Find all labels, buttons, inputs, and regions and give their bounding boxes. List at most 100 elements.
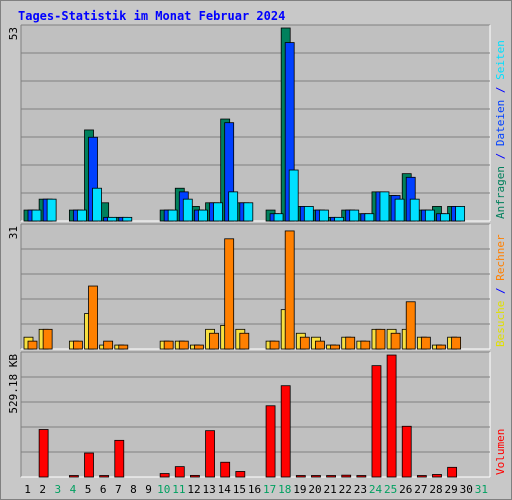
bar-visits-rechner-day-25 xyxy=(390,332,401,350)
bar-volume-volumen-day-29 xyxy=(447,466,458,478)
bar-volume-volumen-day-5 xyxy=(84,452,94,478)
bar-requests-seiten-day-22 xyxy=(349,209,360,222)
x-tick-label-day-22: 22 xyxy=(339,483,352,496)
bar-requests-seiten-day-24 xyxy=(379,191,390,222)
bar-requests-seiten-day-7 xyxy=(122,216,133,222)
x-tick-label-day-14: 14 xyxy=(218,483,232,496)
bar-volume-volumen-day-12 xyxy=(190,474,200,478)
bar-visits-rechner-day-2 xyxy=(42,328,53,350)
bar-volume-volumen-day-24 xyxy=(371,365,382,478)
x-tick-label-day-7: 7 xyxy=(115,483,122,496)
x-tick-label-day-19: 19 xyxy=(293,483,306,496)
legend-entry-separator: / xyxy=(494,87,507,100)
legend-entry-separator: / xyxy=(494,153,507,166)
bar-visits-rechner-day-12 xyxy=(194,344,204,350)
bar-visits-rechner-day-20 xyxy=(315,340,325,350)
bar-volume-volumen-day-4 xyxy=(68,475,79,478)
x-tick-label-day-1: 1 xyxy=(24,483,31,496)
x-tick-label-day-25: 25 xyxy=(384,483,397,496)
bar-requests-seiten-day-26 xyxy=(409,198,420,222)
bar-visits-rechner-day-17 xyxy=(269,340,280,350)
x-tick-label-day-15: 15 xyxy=(233,483,246,496)
x-tick-label-day-17: 17 xyxy=(263,483,276,496)
bar-visits-rechner-day-1 xyxy=(27,340,38,350)
plot-area-volume xyxy=(21,352,490,477)
x-tick-label-day-10: 10 xyxy=(157,483,170,496)
x-tick-label-day-9: 9 xyxy=(145,483,152,496)
bar-visits-rechner-day-18 xyxy=(284,230,295,350)
bar-visits-rechner-day-26 xyxy=(405,301,416,350)
legend-entry-dateien: Dateien xyxy=(494,100,507,153)
bar-volume-volumen-day-14 xyxy=(220,461,231,478)
bar-requests-seiten-day-15 xyxy=(243,202,254,222)
bar-visits-rechner-day-4 xyxy=(72,340,83,350)
x-tick-label-day-11: 11 xyxy=(172,483,185,496)
x-tick-label-day-28: 28 xyxy=(429,483,442,496)
bar-requests-seiten-day-17 xyxy=(273,213,284,222)
bar-visits-rechner-day-7 xyxy=(118,344,129,350)
x-tick-label-day-2: 2 xyxy=(39,483,46,496)
bar-volume-volumen-day-27 xyxy=(416,475,427,478)
x-tick-label-day-27: 27 xyxy=(414,483,427,496)
bar-requests-seiten-day-2 xyxy=(46,198,57,222)
bar-visits-rechner-day-27 xyxy=(420,336,431,350)
bar-requests-seiten-day-11 xyxy=(182,198,193,222)
x-tick-label-day-21: 21 xyxy=(324,483,337,496)
bar-visits-rechner-day-21 xyxy=(330,344,340,350)
x-tick-label-day-3: 3 xyxy=(55,483,62,496)
bar-volume-volumen-day-18 xyxy=(280,385,291,478)
legend-entry-volumen: Volumen xyxy=(494,429,507,475)
x-tick-label-day-18: 18 xyxy=(278,483,291,496)
legend-visits: Besuche / Rechner xyxy=(494,234,507,347)
bar-volume-volumen-day-17 xyxy=(265,405,276,478)
x-tick-label-day-4: 4 xyxy=(70,483,77,496)
bar-volume-volumen-day-20 xyxy=(311,475,321,478)
x-tick-label-day-23: 23 xyxy=(354,483,367,496)
bar-volume-volumen-day-2 xyxy=(38,429,49,478)
bar-visits-rechner-day-14 xyxy=(224,238,235,350)
x-tick-label-day-30: 30 xyxy=(460,483,473,496)
bar-volume-volumen-day-25 xyxy=(386,354,397,478)
bar-volume-volumen-day-6 xyxy=(99,475,110,478)
bar-requests-seiten-day-21 xyxy=(334,216,344,222)
bar-requests-seiten-day-12 xyxy=(198,209,208,222)
legend-entry-besuche: Besuche xyxy=(494,301,507,347)
bar-volume-volumen-day-28 xyxy=(432,474,442,478)
bar-visits-rechner-day-15 xyxy=(239,332,250,350)
bar-requests-seiten-day-27 xyxy=(424,209,435,222)
bar-visits-rechner-day-5 xyxy=(88,285,98,350)
legend-entry-seiten: Seiten xyxy=(494,40,507,86)
bar-requests-seiten-day-13 xyxy=(213,202,223,222)
bar-requests-seiten-day-4 xyxy=(76,209,87,222)
bar-visits-rechner-day-29 xyxy=(451,336,462,350)
bar-requests-seiten-day-14 xyxy=(228,191,239,222)
x-tick-label-day-24: 24 xyxy=(369,483,383,496)
bar-volume-volumen-day-13 xyxy=(205,430,215,478)
bar-requests-seiten-day-19 xyxy=(303,206,314,222)
bar-volume-volumen-day-23 xyxy=(356,475,367,478)
bar-visits-rechner-day-24 xyxy=(375,328,386,350)
legend-requests: Anfragen / Dateien / Seiten xyxy=(494,40,507,219)
bar-volume-volumen-day-11 xyxy=(174,466,185,478)
x-tick-label-day-12: 12 xyxy=(187,483,200,496)
axis-max-label-volume: 529.18 KB xyxy=(7,354,20,414)
bar-visits-rechner-day-13 xyxy=(209,332,219,350)
x-tick-label-day-31: 31 xyxy=(475,483,488,496)
x-tick-label-day-8: 8 xyxy=(130,483,137,496)
bar-visits-rechner-day-19 xyxy=(299,336,310,350)
bar-requests-seiten-day-6 xyxy=(107,216,118,222)
x-tick-label-day-16: 16 xyxy=(248,483,261,496)
chart-title: Tages-Statistik im Monat Februar 2024 xyxy=(18,9,285,23)
bar-visits-rechner-day-23 xyxy=(360,340,371,350)
bar-volume-volumen-day-26 xyxy=(401,425,412,478)
x-tick-label-day-29: 29 xyxy=(445,483,458,496)
x-tick-label-day-20: 20 xyxy=(308,483,321,496)
bar-requests-seiten-day-18 xyxy=(288,169,299,222)
bar-volume-volumen-day-10 xyxy=(159,473,170,478)
bar-volume-volumen-day-21 xyxy=(326,475,336,478)
x-tick-label-day-6: 6 xyxy=(100,483,107,496)
bar-visits-rechner-day-11 xyxy=(178,340,189,350)
bar-requests-seiten-day-23 xyxy=(364,213,375,222)
